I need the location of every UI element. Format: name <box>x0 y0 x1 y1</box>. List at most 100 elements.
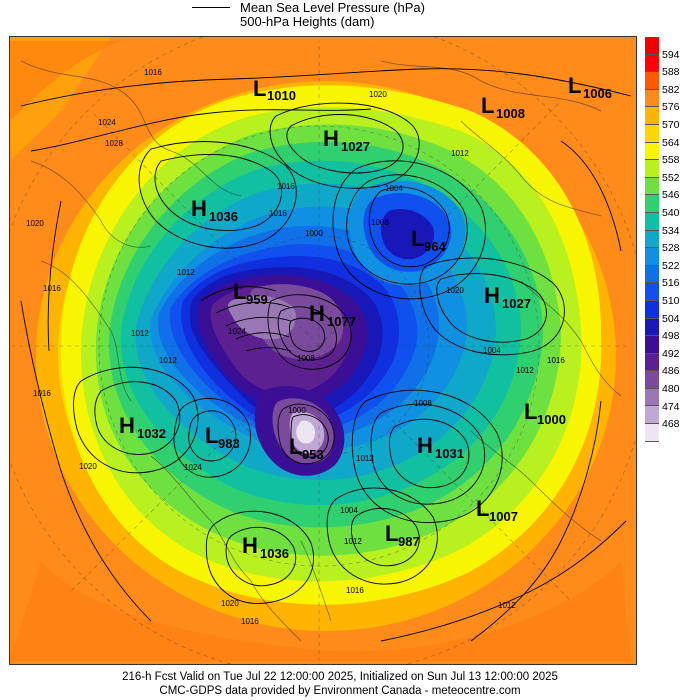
isobar-label: 1016 <box>346 586 364 595</box>
isobar-label: 1012 <box>131 329 149 338</box>
isobar-label: 1004 <box>340 506 358 515</box>
isobar-label: 1012 <box>344 537 362 546</box>
colorbar-tick-label: 528 <box>662 242 680 255</box>
high-center-value: 1077 <box>327 314 356 329</box>
colorbar-tick-label: 582 <box>662 83 680 96</box>
colorbar-cell <box>645 89 659 108</box>
high-center-label: H <box>119 413 135 438</box>
isobar-label: 1000 <box>288 406 306 415</box>
low-center-label: L <box>205 423 218 448</box>
colorbar-tick-label: 492 <box>662 347 680 360</box>
isobar-label: 1028 <box>105 139 123 148</box>
colorbar-cell <box>645 336 659 354</box>
isobar-label: 1008 <box>414 399 432 408</box>
high-center-label: H <box>484 283 500 308</box>
colorbar-tick-label: 564 <box>662 136 680 149</box>
isobar-label: 1020 <box>221 599 239 608</box>
colorbar-tick-label: 534 <box>662 224 680 237</box>
colorbar-cell <box>645 107 659 125</box>
high-center-value: 1036 <box>260 546 289 561</box>
colorbar-cell <box>645 230 659 249</box>
high-center-value: 1027 <box>341 139 370 154</box>
low-center-value: 983 <box>218 436 240 451</box>
pressure-centers: L 1010 L 1008 L 1006 H 1027 H 1036 L 964… <box>119 73 612 561</box>
low-center-label: L <box>289 434 302 459</box>
colorbar-cell <box>645 212 659 231</box>
colorbar-cell <box>645 406 659 425</box>
colorbar-tick-label: 510 <box>662 295 680 307</box>
colorbar-tick-label: 588 <box>662 66 680 79</box>
isobar-label: 1024 <box>184 463 202 472</box>
colorbar-cell <box>645 283 659 301</box>
high-center-value: 1036 <box>209 209 238 224</box>
isobar-label: 1004 <box>483 346 501 355</box>
low-center-label: L <box>524 399 537 424</box>
isobar-label: 1024 <box>98 118 116 127</box>
low-center-value: 964 <box>424 239 446 254</box>
isobar-label: 1016 <box>241 617 259 626</box>
colorbar-cell <box>645 424 659 442</box>
isobar-label: 1012 <box>516 366 534 375</box>
low-center-label: L <box>568 73 581 98</box>
high-center-value: 1031 <box>435 446 464 461</box>
colorbar-cell <box>645 72 659 90</box>
colorbar-cell <box>645 195 659 213</box>
isobar-line-sample <box>192 7 230 8</box>
isobar-label: 1016 <box>547 356 565 365</box>
map-legend: Mean Sea Level Pressure (hPa) 500-hPa He… <box>0 0 680 34</box>
colorbar-cell <box>645 160 659 178</box>
colorbar-tick-label: 558 <box>662 154 680 167</box>
legend-mslp-label: Mean Sea Level Pressure (hPa) <box>240 0 425 15</box>
isobar-label: 1016 <box>144 68 162 77</box>
graticule <box>10 37 636 664</box>
colorbar-cell <box>645 177 659 196</box>
isobar-label: 1008 <box>371 218 389 227</box>
colorbar-tick-label: 594 <box>662 48 680 61</box>
isobar-label: 1020 <box>26 219 44 228</box>
isobar-label: 1016 <box>277 182 295 191</box>
isobars <box>20 68 632 642</box>
data-credit-text: CMC-GDPS data provided by Environment Ca… <box>159 685 521 697</box>
low-center-value: 1006 <box>583 86 612 101</box>
colorbar-tick-label: 480 <box>662 383 680 395</box>
low-center-value: 1007 <box>489 509 518 524</box>
colorbar-cell <box>645 54 659 73</box>
low-center-label: L <box>385 521 398 546</box>
colorbar-cell <box>645 37 659 55</box>
high-center-label: H <box>417 433 433 458</box>
isobar-label: 1012 <box>451 149 469 158</box>
isobar-label: 1004 <box>385 184 403 193</box>
coastlines <box>20 60 622 642</box>
low-center-label: L <box>481 93 494 118</box>
colorbar-cell <box>645 124 659 143</box>
map-canvas: L 1010 L 1008 L 1006 H 1027 H 1036 L 964… <box>10 37 636 664</box>
high-center-label: H <box>309 301 325 326</box>
isobar-label: 1016 <box>43 284 61 293</box>
low-center-label: L <box>476 496 489 521</box>
colorbar-tick-label: 486 <box>662 365 680 378</box>
high-center-label: H <box>242 533 258 558</box>
isobar-label: 1012 <box>159 356 177 365</box>
isobar-label: 1000 <box>305 229 323 238</box>
high-center-label: H <box>191 196 207 221</box>
low-center-value: 1010 <box>267 88 296 103</box>
low-center-label: L <box>233 279 246 304</box>
colorbar-tick-label: 516 <box>662 277 680 290</box>
forecast-map: L 1010 L 1008 L 1006 H 1027 H 1036 L 964… <box>9 36 637 665</box>
height-fill-layer <box>10 37 636 664</box>
low-center-value: 953 <box>302 447 324 462</box>
forecast-valid-text: 216-h Fcst Valid on Tue Jul 22 12:00:00 … <box>122 671 558 683</box>
colorbar-cell <box>645 388 659 407</box>
colorbar-tick-label: 570 <box>662 119 680 131</box>
colorbar-tick-label: 474 <box>662 400 680 413</box>
colorbar-cell <box>645 318 659 337</box>
isobar-label: 1020 <box>79 462 97 471</box>
colorbar-tick-label: 468 <box>662 418 680 431</box>
colorbar-cell <box>645 371 659 389</box>
high-center-value: 1032 <box>137 426 166 441</box>
colorbar-tick-label: 576 <box>662 101 680 114</box>
colorbar-tick-label: 552 <box>662 171 680 184</box>
low-center-label: L <box>253 76 266 101</box>
isobar-labels: 1016 1020 1024 1028 1016 1020 1016 1012 … <box>26 68 565 626</box>
low-center-label: L <box>411 226 424 251</box>
